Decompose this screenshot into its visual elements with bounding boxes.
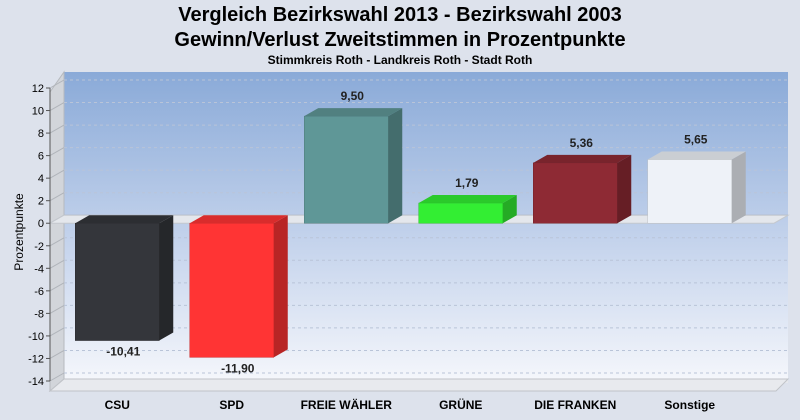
bar-front <box>189 222 274 358</box>
y-tick-label: 6 <box>38 151 44 163</box>
gridline-wall <box>49 169 65 179</box>
bar-side <box>617 154 632 224</box>
y-tick-label: -8 <box>34 308 44 320</box>
data-label: 5,65 <box>684 133 708 147</box>
gridline-wall <box>49 124 65 134</box>
x-tick-label: GRÜNE <box>439 397 482 412</box>
bar-side <box>159 215 174 341</box>
bar-sonstige <box>647 151 746 224</box>
bar-top <box>75 215 174 224</box>
bar-die-franken <box>533 154 632 224</box>
data-label: 1,79 <box>455 176 479 190</box>
bars <box>75 108 746 358</box>
bar-top <box>189 215 288 224</box>
x-axis: CSU SPD FREIE WÄHLER GRÜNE DIE FRANKEN Sonsti… <box>105 397 716 412</box>
bar-top <box>533 154 632 163</box>
x-tick-label: FREIE WÄHLER <box>301 397 393 412</box>
x-tick-label: DIE FRANKEN <box>534 398 616 412</box>
bar-side <box>273 215 288 358</box>
y-axis-label: Prozentpunkte <box>12 193 26 271</box>
bar-side <box>502 195 517 224</box>
y-tick-label: 4 <box>38 173 44 185</box>
chart-title: Vergleich Bezirkswahl 2013 - Bezirkswahl… <box>178 4 622 26</box>
y-axis: 12 10 8 6 4 2 0 -2 -4 -6 -8 -10 -12 -14 <box>28 83 51 388</box>
bar-freie-wähler <box>304 108 403 224</box>
gridline-wall <box>49 372 65 382</box>
gridline-wall <box>49 102 65 111</box>
bar-side <box>731 151 746 224</box>
gridline-wall <box>49 327 65 337</box>
data-label: -10,41 <box>106 345 140 359</box>
bar-front <box>533 162 618 224</box>
bar-front <box>418 202 503 224</box>
data-labels: -10,41 -11,90 9,50 1,79 5,36 5,65 <box>106 89 708 375</box>
y-tick-label: -14 <box>28 376 44 388</box>
data-label: -11,90 <box>221 361 255 375</box>
x-tick-label: CSU <box>105 398 130 412</box>
y-tick-label: 0 <box>38 218 44 230</box>
bar-grüne <box>418 195 517 224</box>
bar-csu <box>75 215 174 341</box>
gridline-wall <box>49 147 65 157</box>
bar-top <box>647 151 746 160</box>
plot-left-wall <box>49 70 65 393</box>
bar-front <box>647 159 732 224</box>
bar-side <box>388 108 403 224</box>
y-tick-label: 8 <box>38 128 44 140</box>
bar-front <box>75 222 160 341</box>
y-tick-label: -10 <box>28 331 44 343</box>
y-tick-label: 2 <box>38 196 44 208</box>
x-tick-label: SPD <box>219 398 244 412</box>
y-tick-label: 10 <box>32 106 44 118</box>
gridline-wall <box>49 237 65 247</box>
data-label: 9,50 <box>341 89 365 103</box>
x-tick-label: Sonstige <box>664 398 715 412</box>
y-tick-label: -2 <box>34 241 44 253</box>
y-tick-label: 12 <box>32 83 44 95</box>
gridline-wall <box>49 282 65 292</box>
plot-floor <box>48 378 790 392</box>
bar-top <box>418 195 517 204</box>
gridline-wall <box>49 79 65 89</box>
y-tick-label: -12 <box>28 353 44 365</box>
gridline-wall <box>49 350 65 359</box>
gridline-wall <box>49 304 65 314</box>
gridline-wall <box>49 259 65 269</box>
bar-top <box>304 108 403 117</box>
gridline-wall <box>49 192 65 202</box>
chart-title-line2: Gewinn/Verlust Zweitstimmen in Prozentpu… <box>174 29 626 51</box>
bar-spd <box>189 215 288 358</box>
chart-subtitle: Stimmkreis Roth - Landkreis Roth - Stadt… <box>267 53 533 67</box>
y-tick-label: -6 <box>34 286 44 298</box>
bar-front <box>304 115 389 224</box>
data-label: 5,36 <box>570 136 594 150</box>
y-tick-label: -4 <box>34 263 44 275</box>
